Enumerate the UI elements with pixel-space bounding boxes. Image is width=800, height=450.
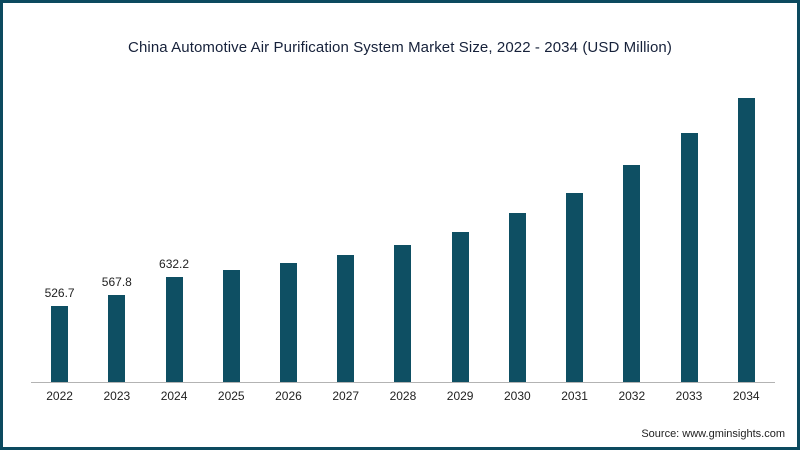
source-attribution: Source: www.gminsights.com bbox=[641, 428, 785, 440]
bar-2028 bbox=[394, 244, 412, 382]
bar-column-2025 bbox=[203, 250, 260, 382]
year-label-2033: 2033 bbox=[675, 389, 703, 403]
bar-2033 bbox=[680, 132, 698, 382]
year-label-2029: 2029 bbox=[446, 389, 474, 403]
bar-value-label: 526.7 bbox=[44, 285, 75, 300]
bar-2024 bbox=[165, 276, 183, 382]
year-label-2025: 2025 bbox=[217, 389, 245, 403]
year-label-2032: 2032 bbox=[618, 389, 646, 403]
bar-2029 bbox=[451, 231, 469, 382]
bar-2030 bbox=[508, 212, 526, 382]
bar-2026 bbox=[279, 263, 297, 382]
bar-column-2029 bbox=[432, 212, 489, 382]
bar-column-2034 bbox=[718, 78, 775, 382]
bar-column-2030 bbox=[489, 193, 546, 382]
year-label-2026: 2026 bbox=[275, 389, 302, 403]
bar-value-label: 632.2 bbox=[159, 256, 190, 271]
bar-2032 bbox=[623, 164, 641, 382]
bar-column-2027 bbox=[317, 235, 374, 382]
bar-column-2023: 567.8 bbox=[88, 275, 145, 382]
year-label-2034: 2034 bbox=[732, 389, 760, 403]
bar-value-label: 567.8 bbox=[101, 274, 132, 289]
bar-2027 bbox=[337, 254, 355, 382]
bar-column-2022: 526.7 bbox=[31, 286, 88, 382]
bar-2031 bbox=[566, 192, 584, 382]
chart-title: China Automotive Air Purification System… bbox=[128, 39, 672, 56]
bar-2022 bbox=[51, 305, 69, 382]
year-label-2027: 2027 bbox=[332, 389, 360, 403]
year-label-2024: 2024 bbox=[160, 389, 188, 403]
bar-2025 bbox=[222, 269, 240, 382]
bar-column-2031 bbox=[546, 173, 603, 382]
year-label-2030: 2030 bbox=[504, 389, 531, 403]
bar-2034 bbox=[737, 97, 755, 382]
bar-column-2028 bbox=[374, 225, 431, 382]
year-label-2022: 2022 bbox=[46, 389, 73, 403]
bar-2023 bbox=[108, 294, 126, 382]
year-label-2031: 2031 bbox=[561, 389, 588, 403]
year-label-2028: 2028 bbox=[389, 389, 417, 403]
bar-column-2032 bbox=[603, 145, 660, 382]
bar-column-2033 bbox=[660, 113, 717, 382]
bar-chart: 526.7 567.8 632.2 2022 2023 2024 2025 2026 2027… bbox=[31, 64, 775, 405]
year-label-2023: 2023 bbox=[103, 389, 131, 403]
bar-column-2026 bbox=[260, 243, 317, 382]
plot-area: 526.7 567.8 632.2 bbox=[31, 64, 775, 383]
year-axis: 2022 2023 2024 2025 2026 2027 2028 2029 2030 2031… bbox=[31, 383, 775, 405]
bar-column-2024: 632.2 bbox=[145, 257, 202, 382]
